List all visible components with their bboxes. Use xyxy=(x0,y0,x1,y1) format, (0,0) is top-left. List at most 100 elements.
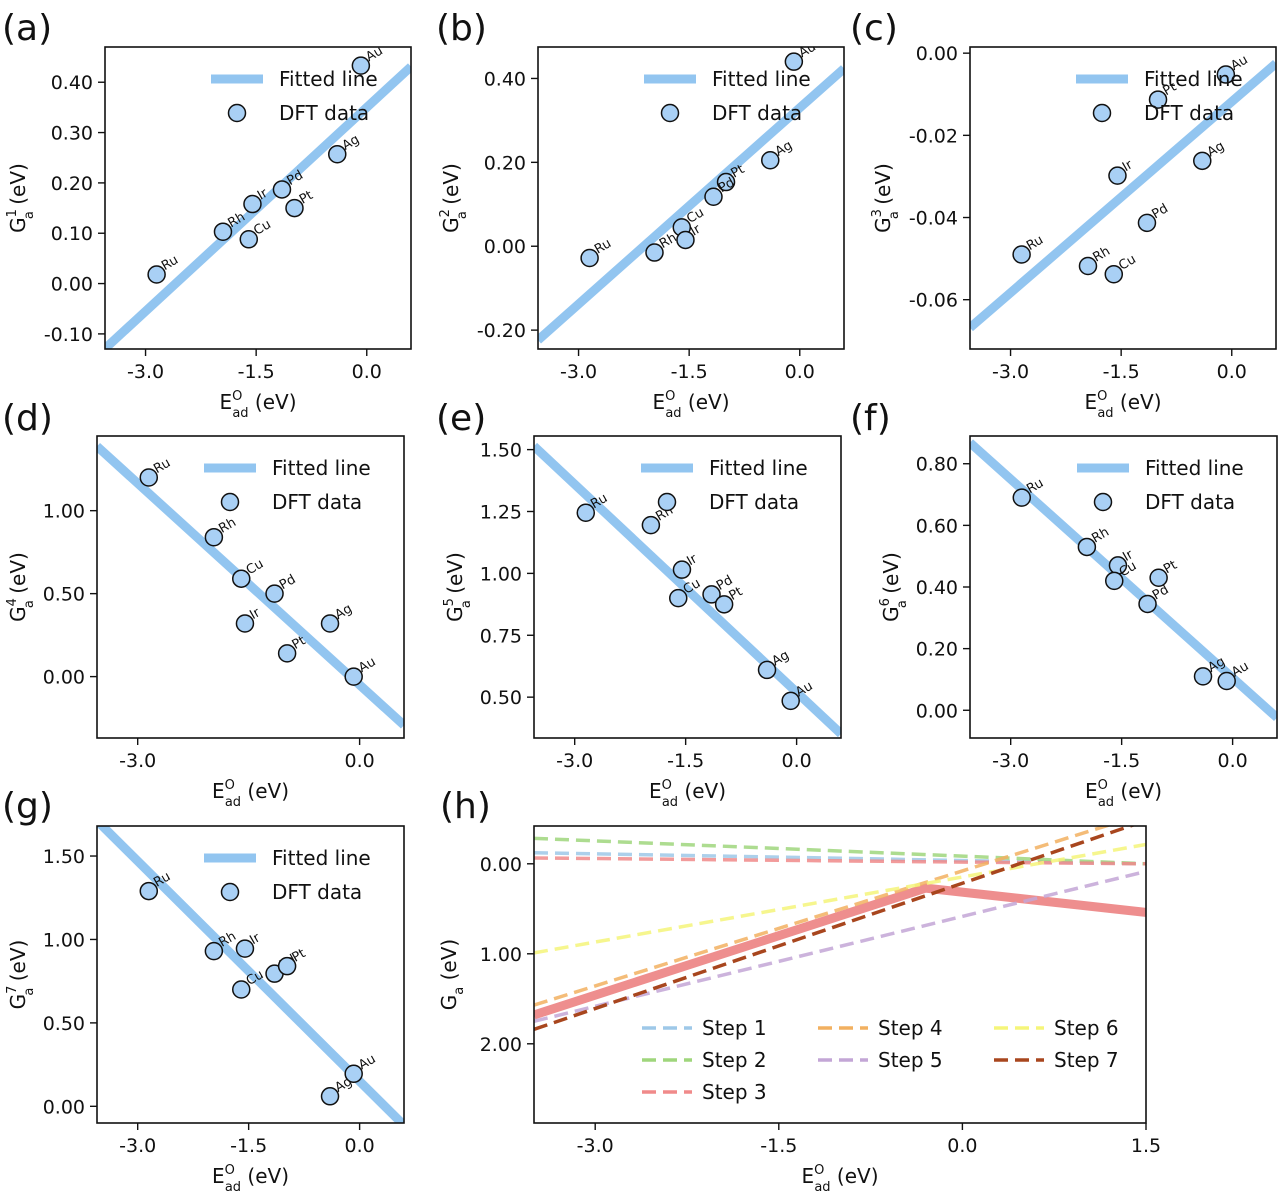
data-point-ru xyxy=(1012,245,1031,264)
y-tick-label: 0.00 xyxy=(43,667,85,689)
axes-frame xyxy=(537,46,845,350)
data-point-pt xyxy=(277,644,297,663)
legend-label-step-6: Step 6 xyxy=(1054,1016,1119,1040)
y-tick-label: 0.30 xyxy=(51,123,93,145)
data-point-ir xyxy=(243,194,262,214)
y-tick-label: 0.00 xyxy=(916,43,958,65)
x-tick-label: -3.0 xyxy=(992,361,1029,383)
y-axis-title: G4 a (eV) xyxy=(5,552,37,622)
y-tick-label: 1.25 xyxy=(480,502,522,524)
data-point-ru xyxy=(147,265,166,284)
x-tick-label: -3.0 xyxy=(992,750,1029,772)
y-tick-label: 2.00 xyxy=(480,1034,522,1056)
point-label: Ru xyxy=(592,236,614,257)
legend-label-step-4: Step 4 xyxy=(878,1016,943,1040)
legend-fit-label: Fitted line xyxy=(1145,456,1244,480)
legend: Fitted line DFT data xyxy=(204,456,371,514)
x-tick-label: -3.0 xyxy=(577,1135,614,1157)
axes-frame xyxy=(96,825,405,1124)
point-label: Au xyxy=(1229,659,1251,681)
data-point-pt xyxy=(714,595,734,614)
legend: Fitted line DFT data xyxy=(641,456,808,514)
x-tick-label: 0.0 xyxy=(1218,750,1248,772)
data-point-rh xyxy=(645,243,664,262)
point-label: Rh xyxy=(225,210,247,232)
y-axis-title: G6 a (eV) xyxy=(878,552,910,622)
legend-dft-swatch xyxy=(220,492,240,512)
data-point-ru xyxy=(139,468,159,487)
data-point-pt xyxy=(277,956,297,976)
point-label: Rh xyxy=(216,929,238,951)
legend: Fitted line DFT data xyxy=(211,67,378,125)
point-label: Cu xyxy=(1117,559,1140,581)
data-point-pd xyxy=(265,584,284,603)
data-point-pt xyxy=(716,172,736,192)
data-point-ru xyxy=(139,881,159,901)
y-tick-label: 1.00 xyxy=(43,501,85,523)
point-label: Ag xyxy=(773,138,795,160)
y-tick-label: 1.00 xyxy=(480,944,522,966)
y-tick-label: 0.20 xyxy=(484,152,526,174)
x-tick-label: -1.5 xyxy=(238,361,275,383)
point-label: Ru xyxy=(588,491,610,512)
data-point-rh xyxy=(204,527,224,547)
y-tick-label: 1.50 xyxy=(43,846,85,868)
x-tick-label: -1.5 xyxy=(230,1135,267,1157)
data-point-pd xyxy=(704,187,723,206)
x-tick-label: 0.0 xyxy=(785,361,815,383)
data-point-rh xyxy=(204,941,224,961)
legend-dft-swatch xyxy=(1092,103,1112,123)
point-label: Pd xyxy=(1150,582,1171,603)
legend-dft-label: DFT data xyxy=(279,101,369,125)
legend-dft-swatch xyxy=(657,492,677,512)
data-point-ir xyxy=(235,939,255,958)
point-label: Pd xyxy=(716,175,737,196)
point-label: Au xyxy=(1228,52,1250,74)
point-label: Ru xyxy=(1024,233,1046,254)
legend-dft-swatch xyxy=(660,103,680,123)
y-tick-label: 1.00 xyxy=(480,563,522,585)
y-tick-label: 0.80 xyxy=(916,454,958,476)
axes-frame xyxy=(104,46,412,350)
y-tick-label: 0.50 xyxy=(480,687,522,709)
x-tick-label: -1.5 xyxy=(667,750,704,772)
series-line-step-7 xyxy=(534,826,1136,1032)
axes-frame xyxy=(96,435,405,739)
x-tick-label: 0.0 xyxy=(345,1135,375,1157)
point-label: Cu xyxy=(251,217,274,239)
panel-label: (a) xyxy=(2,8,52,49)
y-axis-title: G3 a (eV) xyxy=(870,163,902,233)
y-tick-label: -0.02 xyxy=(909,125,958,147)
data-point-cu xyxy=(1104,264,1124,284)
legend-dft-label: DFT data xyxy=(709,490,799,514)
point-label: Ru xyxy=(151,869,173,890)
data-point-au xyxy=(784,52,804,71)
y-tick-label: 0.50 xyxy=(43,584,85,606)
y-tick-label: 0.20 xyxy=(916,639,958,661)
legend-dft-label: DFT data xyxy=(1145,490,1235,514)
legend-dft-label: DFT data xyxy=(272,880,362,904)
legend-label-step-3: Step 3 xyxy=(702,1080,767,1104)
point-label: Rh xyxy=(216,515,238,537)
x-tick-label: 1.5 xyxy=(1131,1135,1161,1157)
x-tick-label: -1.5 xyxy=(1103,750,1140,772)
data-point-pd xyxy=(1138,594,1157,614)
data-point-cu xyxy=(669,588,688,608)
data-point-ag xyxy=(757,660,777,680)
x-tick-label: 0.0 xyxy=(947,1135,977,1157)
data-point-rh xyxy=(1078,256,1098,276)
x-axis-title: EO ad (eV) xyxy=(649,778,726,810)
point-label: Rh xyxy=(657,230,679,252)
legend-fit-label: Fitted line xyxy=(279,67,378,91)
x-tick-label: 0.0 xyxy=(782,750,812,772)
x-axis-title: EO ad (eV) xyxy=(212,778,289,810)
panel-label: (e) xyxy=(436,398,486,439)
y-axis-title: G2 a (eV) xyxy=(438,163,470,233)
x-tick-label: -1.5 xyxy=(760,1135,797,1157)
y-tick-label: 0.40 xyxy=(484,68,526,90)
